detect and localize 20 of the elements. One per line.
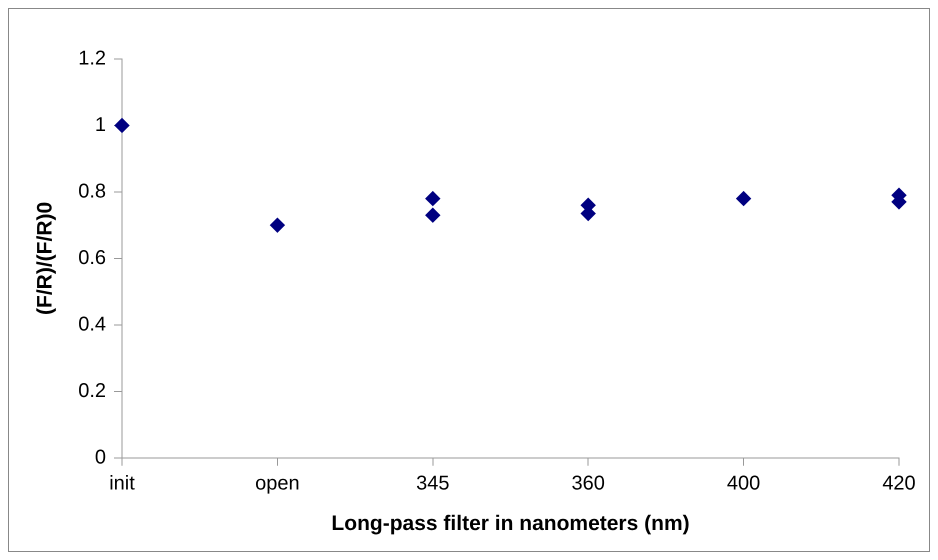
- x-tick-label: 420: [882, 472, 916, 494]
- point: [425, 208, 440, 223]
- point: [425, 191, 440, 206]
- y-tick-label: 0: [94, 446, 106, 468]
- point: [736, 191, 752, 206]
- x-tick-label: 400: [726, 472, 760, 494]
- y-tick-label: 1.2: [78, 48, 106, 70]
- x-tick-label: 345: [416, 472, 450, 494]
- point: [270, 218, 285, 233]
- y-axis-title: (F/R)/(F/R)0: [33, 202, 56, 315]
- x-axis-title: Long-pass filter in nanometers (nm): [331, 512, 690, 536]
- y-tick-label: 0.6: [78, 246, 106, 269]
- y-tick-label: 0.2: [78, 380, 106, 402]
- x-tick-label: init: [109, 472, 136, 494]
- x-tick-label: 360: [572, 472, 605, 494]
- y-tick-label: 1: [94, 114, 106, 136]
- x-tick-label: open: [255, 472, 300, 494]
- point: [114, 118, 130, 133]
- y-tick-label: 0.4: [78, 313, 106, 336]
- y-tick-label: 0.8: [78, 180, 106, 202]
